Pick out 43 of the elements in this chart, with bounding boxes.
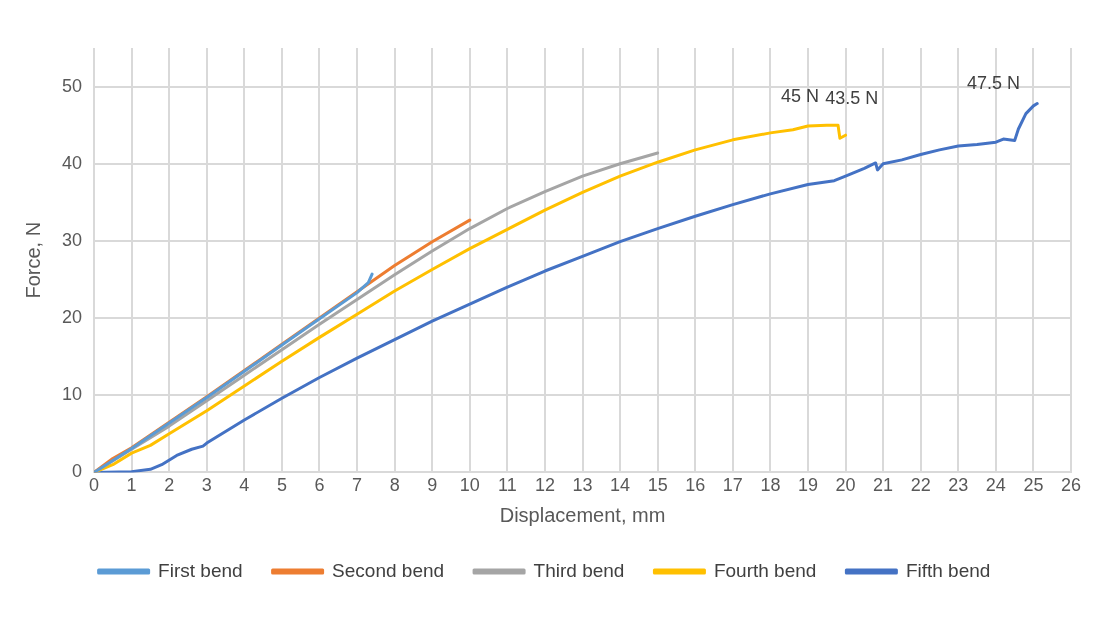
- legend-label: Fourth bend: [713, 559, 817, 581]
- x-tick-label: 26: [1060, 475, 1082, 496]
- legend-label: Fifth bend: [905, 559, 991, 581]
- x-tick-label: 22: [910, 475, 931, 496]
- legend-label: Third bend: [533, 559, 625, 581]
- y-tick-label: 0: [72, 461, 83, 482]
- x-tick-label: 11: [498, 475, 517, 496]
- y-tick-label: 10: [61, 384, 83, 405]
- y-tick-label: 40: [61, 152, 83, 173]
- annotation: 47.5 N: [966, 72, 1020, 93]
- x-tick-label: 4: [239, 475, 250, 496]
- x-tick-label: 0: [89, 475, 100, 496]
- y-tick-label: 20: [61, 307, 83, 328]
- x-tick-label: 1: [126, 475, 137, 496]
- x-tick-label: 25: [1023, 475, 1044, 496]
- x-axis-title: Displacement, mm: [499, 503, 666, 526]
- y-tick-label: 50: [61, 75, 83, 96]
- x-tick-label: 23: [948, 475, 969, 496]
- x-tick-label: 10: [459, 475, 480, 496]
- x-tick-label: 16: [685, 475, 706, 496]
- x-tick-label: 9: [427, 475, 438, 496]
- x-tick-label: 21: [873, 475, 894, 496]
- x-tick-label: 19: [797, 475, 818, 496]
- x-tick-label: 2: [164, 475, 175, 496]
- x-tick-label: 14: [610, 475, 631, 496]
- x-tick-label: 13: [572, 475, 593, 496]
- legend-label: First bend: [158, 559, 243, 581]
- annotation: 45 N: [781, 86, 820, 107]
- x-tick-label: 7: [352, 475, 363, 496]
- x-tick-label: 15: [647, 475, 668, 496]
- legend-label: Second bend: [332, 559, 445, 581]
- x-tick-label: 5: [276, 475, 287, 496]
- x-tick-label: 6: [314, 475, 325, 496]
- x-tick-label: 24: [985, 475, 1006, 496]
- y-tick-label: 30: [61, 229, 83, 250]
- x-tick-label: 18: [760, 475, 781, 496]
- x-tick-label: 12: [534, 475, 555, 496]
- y-axis-title: Force, N: [21, 221, 44, 299]
- x-tick-label: 3: [201, 475, 212, 496]
- x-tick-label: 8: [389, 475, 400, 496]
- annotation: 43.5 N: [825, 87, 879, 108]
- x-tick-label: 17: [722, 475, 743, 496]
- x-tick-label: 20: [835, 475, 856, 496]
